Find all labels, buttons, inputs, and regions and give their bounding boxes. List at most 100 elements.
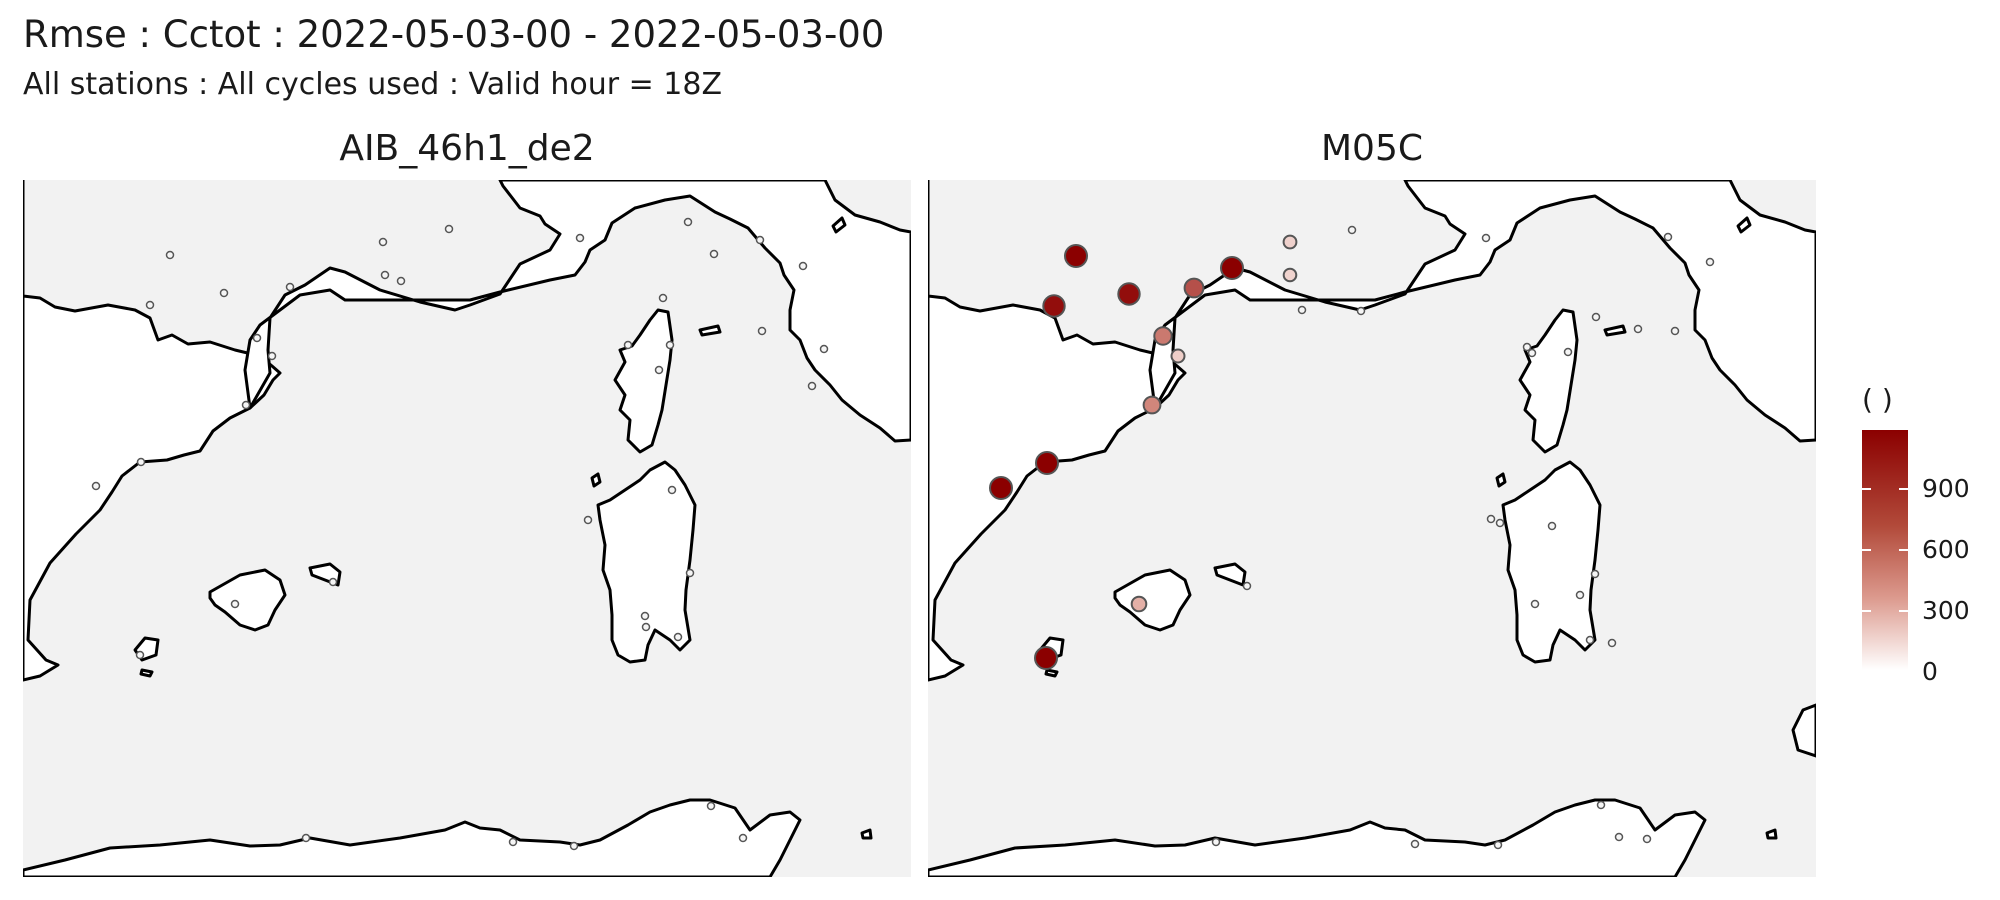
station-marker: [1297, 305, 1307, 315]
station-value-marker: [989, 476, 1013, 500]
legend-title: ( ): [1862, 383, 1893, 416]
station-marker: [1527, 348, 1537, 358]
station-value-marker: [1220, 256, 1244, 280]
station-markers-right: [989, 234, 1298, 670]
land-islet: [860, 828, 873, 840]
land-islet: [831, 216, 847, 234]
station-marker: [165, 250, 175, 260]
station-marker: [623, 340, 633, 350]
land-islet: [698, 324, 722, 337]
station-marker: [1705, 257, 1715, 267]
station-marker: [640, 611, 650, 621]
station-marker: [738, 833, 748, 843]
station-marker: [757, 326, 767, 336]
station-marker: [135, 650, 145, 660]
land-france-italy: [1148, 180, 1816, 443]
panel-title-right: M05C: [1320, 128, 1423, 169]
station-marker: [301, 833, 311, 843]
station-marker: [444, 224, 454, 234]
chart-subtitle: All stations : All cycles used : Valid h…: [23, 67, 723, 102]
station-marker: [755, 235, 765, 245]
station-marker: [641, 622, 651, 632]
station-marker: [1547, 521, 1557, 531]
station-marker: [508, 837, 518, 847]
land-islet: [1495, 472, 1507, 488]
station-value-marker: [1034, 646, 1058, 670]
land-islet: [1603, 324, 1627, 337]
station-marker: [706, 801, 716, 811]
legend-label-300: 300: [1922, 596, 1970, 625]
land-corsica: [1518, 308, 1579, 454]
station-marker: [285, 282, 295, 292]
station-marker: [328, 577, 338, 587]
land-islet: [1765, 828, 1778, 840]
station-marker: [145, 300, 155, 310]
legend-label-0: 0: [1922, 657, 1938, 686]
station-marker: [1670, 326, 1680, 336]
station-marker: [1591, 312, 1601, 322]
station-marker: [1563, 347, 1573, 357]
station-value-marker: [1282, 267, 1298, 283]
station-marker: [683, 217, 693, 227]
land-france-italy: [243, 180, 911, 443]
station-marker: [1495, 518, 1505, 528]
land-formentera: [1044, 668, 1059, 678]
station-marker: [230, 599, 240, 609]
map-panel-right: [928, 180, 1816, 877]
station-marker: [1211, 837, 1221, 847]
station-marker: [1663, 232, 1673, 242]
station-marker: [1607, 638, 1617, 648]
station-marker: [91, 481, 101, 491]
station-marker: [583, 515, 593, 525]
station-marker: [673, 632, 683, 642]
land-mallorca: [208, 568, 287, 632]
land-mallorca: [1113, 568, 1192, 632]
land-africa: [23, 798, 802, 877]
land-europe: [928, 180, 1187, 682]
map-panel-left: [23, 180, 911, 877]
station-marker: [1242, 581, 1252, 591]
station-value-marker: [1183, 277, 1205, 299]
station-marker: [658, 293, 668, 303]
station-marker: [819, 344, 829, 354]
station-marker: [1596, 800, 1606, 810]
station-marker: [1585, 635, 1595, 645]
station-marker: [1347, 225, 1357, 235]
land-sardinia: [596, 460, 697, 664]
station-marker: [667, 485, 677, 495]
station-marker: [267, 351, 277, 361]
legend-label-900: 900: [1922, 474, 1970, 503]
station-marker: [709, 249, 719, 259]
sea-area: [23, 180, 911, 877]
station-marker: [1575, 590, 1585, 600]
station-marker: [252, 333, 262, 343]
station-marker: [1481, 233, 1491, 243]
station-marker: [807, 381, 817, 391]
station-marker: [1614, 832, 1624, 842]
station-marker: [1486, 514, 1496, 524]
station-value-marker: [1282, 234, 1298, 250]
station-marker: [1642, 834, 1652, 844]
land-islet: [590, 472, 602, 488]
station-markers-left: [91, 217, 829, 851]
station-marker: [219, 288, 229, 298]
station-value-marker: [1064, 244, 1088, 268]
station-marker: [1633, 324, 1643, 334]
station-marker: [1530, 599, 1540, 609]
land-tunisia-edge: [1791, 703, 1816, 758]
station-value-marker: [1153, 326, 1173, 346]
station-marker: [378, 237, 388, 247]
station-marker: [654, 365, 664, 375]
station-marker: [569, 841, 579, 851]
station-marker: [1410, 839, 1420, 849]
station-marker: [575, 233, 585, 243]
station-value-marker: [1130, 595, 1148, 613]
panel-title-left: AIB_46h1_de2: [339, 128, 595, 169]
land-sardinia: [1501, 460, 1602, 664]
station-value-marker: [1042, 294, 1066, 318]
sea-area: [928, 180, 1816, 877]
station-marker: [798, 261, 808, 271]
map-left-svg: [23, 180, 911, 877]
map-right-svg: [928, 180, 1816, 877]
station-marker: [1493, 840, 1503, 850]
